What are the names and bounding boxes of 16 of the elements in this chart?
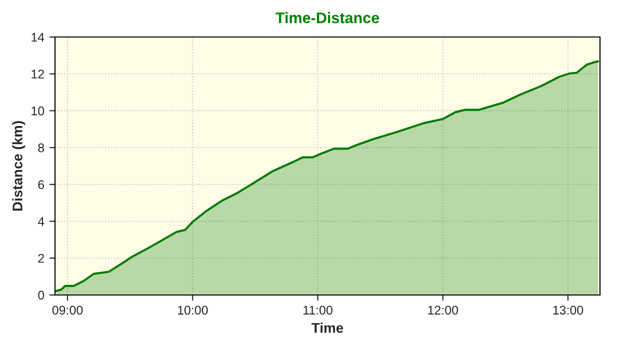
y-tick-label: 12 (32, 70, 44, 78)
x-tick-label: 13:00 (553, 306, 584, 315)
y-tick-label: 6 (38, 180, 44, 190)
y-tick-label: 0 (38, 290, 44, 300)
chart-title: Time-Distance (276, 12, 380, 24)
x-axis-title: Time (312, 322, 344, 333)
y-tick-label: 10 (32, 106, 44, 116)
x-tick-label: 09:00 (52, 306, 83, 315)
x-tick-label: 10:00 (178, 306, 208, 315)
y-axis-title: Distance (km) (12, 121, 26, 211)
y-tick-label: 14 (32, 32, 44, 42)
y-tick-label: 8 (38, 143, 44, 152)
x-tick-label: 11:00 (304, 306, 332, 315)
y-tick-label: 4 (38, 217, 44, 226)
y-tick-label: 2 (38, 254, 44, 263)
x-tick-label: 12:00 (428, 306, 458, 315)
